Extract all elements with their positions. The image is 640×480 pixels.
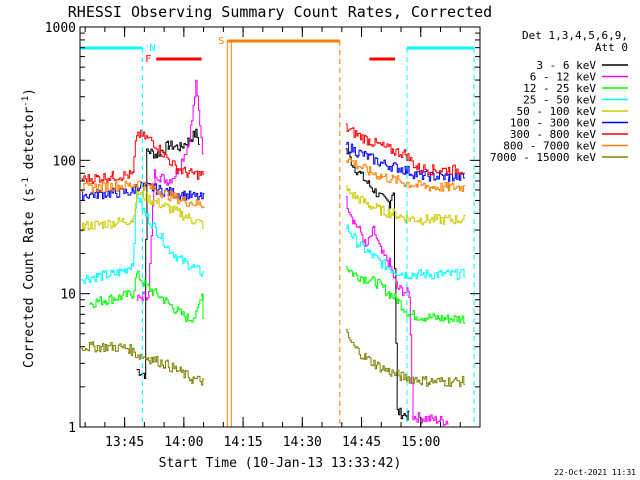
plot-area: NF S bbox=[80, 36, 475, 427]
legend-label: 3 - 6 keV bbox=[536, 59, 596, 72]
x-tick-label: 14:15 bbox=[224, 435, 263, 450]
legend-header-1: Det 1,3,4,5,6,9, bbox=[522, 29, 628, 42]
legend-header-2: Att 0 bbox=[595, 41, 628, 54]
series-300-800-kev-line bbox=[81, 129, 205, 185]
legend-label: 6 - 12 keV bbox=[530, 71, 597, 84]
legend-label: 7000 - 15000 keV bbox=[490, 151, 596, 164]
series-25-50-kev-line bbox=[345, 224, 466, 281]
series-50-100-kev-line bbox=[81, 186, 205, 232]
series-7000-15000-kev-line bbox=[345, 329, 466, 388]
series-25-50-kev-line bbox=[81, 190, 205, 285]
chart-title: RHESSI Observing Summary Count Rates, Co… bbox=[68, 3, 492, 21]
series-3-6-kev-line bbox=[136, 128, 200, 379]
series-12-25-kev-line bbox=[89, 270, 205, 323]
marker-label: S bbox=[218, 36, 224, 47]
series-50-100-kev-line bbox=[345, 185, 466, 226]
series-6-12-kev-line bbox=[136, 79, 204, 302]
y-tick-label: 10 bbox=[60, 288, 76, 303]
legend-label: 25 - 50 keV bbox=[523, 94, 596, 107]
series-12-25-kev-line bbox=[345, 266, 466, 324]
marker-label: N bbox=[149, 43, 155, 54]
x-tick-label: 14:45 bbox=[342, 435, 381, 450]
series-300-800-kev-line bbox=[345, 123, 465, 176]
x-tick-label: 14:00 bbox=[164, 435, 203, 450]
legend-label: 50 - 100 keV bbox=[517, 105, 597, 118]
series-100-300-kev-line bbox=[345, 141, 465, 182]
legend-label: 800 - 7000 keV bbox=[503, 140, 596, 153]
y-tick-label: 1000 bbox=[45, 21, 76, 36]
x-axis-label: Start Time (10-Jan-13 13:33:42) bbox=[159, 456, 402, 471]
series-800-7000-kev-line bbox=[345, 158, 465, 192]
legend-label: 100 - 300 keV bbox=[510, 117, 596, 130]
y-axis-label: Corrected Count Rate (s-1 detector-1) bbox=[21, 88, 37, 368]
plot-frame bbox=[79, 26, 481, 428]
legend-label: 300 - 800 keV bbox=[510, 128, 596, 141]
marker-label: F bbox=[145, 54, 151, 65]
y-tick-label: 100 bbox=[53, 154, 76, 169]
x-tick-label: 15:00 bbox=[401, 435, 440, 450]
legend-label: 12 - 25 keV bbox=[523, 82, 596, 95]
x-tick-label: 13:45 bbox=[105, 435, 144, 450]
series-3-6-kev-line bbox=[345, 148, 410, 421]
footer-timestamp: 22-Oct-2021 11:31 bbox=[554, 468, 636, 477]
y-tick-label: 1 bbox=[68, 421, 76, 436]
x-tick-label: 14:30 bbox=[283, 435, 322, 450]
series-6-12-kev-line bbox=[345, 196, 449, 426]
